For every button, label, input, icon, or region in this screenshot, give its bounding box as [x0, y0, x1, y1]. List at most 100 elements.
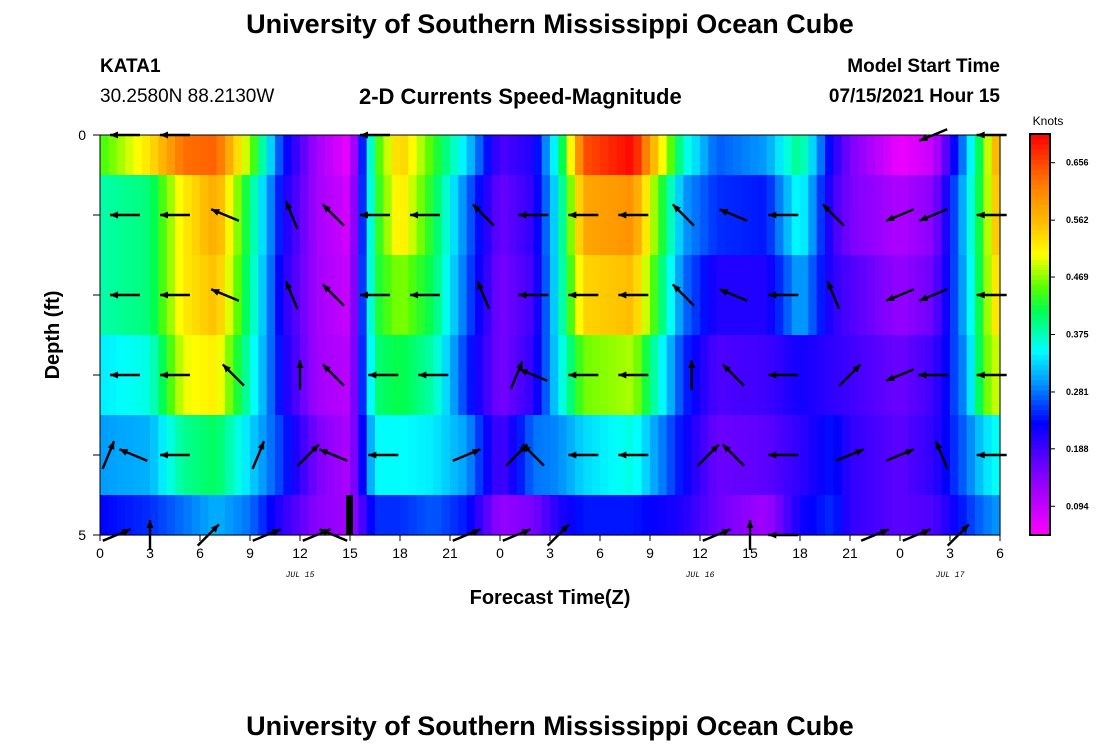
heatmap-cell	[891, 135, 901, 176]
heatmap-cell	[483, 495, 493, 536]
colorbar-swatch	[1030, 529, 1050, 536]
colorbar-swatch	[1030, 414, 1050, 421]
heatmap-cell	[766, 135, 776, 176]
heatmap-cell	[525, 335, 534, 416]
heatmap-cell	[241, 495, 251, 536]
current-arrow	[618, 451, 649, 459]
heatmap-cell	[958, 495, 968, 536]
heatmap-cell	[633, 135, 643, 176]
x-tick-label: 21	[442, 545, 458, 561]
heatmap-cell	[316, 135, 326, 176]
x-tick-label: 21	[842, 545, 858, 561]
heatmap-cell	[283, 495, 293, 536]
heatmap-cell	[141, 135, 151, 176]
footer-title: University of Southern Mississippi Ocean…	[246, 711, 854, 741]
current-arrow	[110, 291, 140, 299]
heatmap-cell	[300, 175, 309, 256]
heatmap-cell	[308, 415, 318, 496]
heatmap-cell	[741, 495, 751, 536]
heatmap-cell	[625, 135, 634, 176]
heatmap-cell	[191, 135, 201, 176]
heatmap-cell	[941, 415, 951, 496]
heatmap-cell	[250, 415, 259, 496]
heatmap-cell	[216, 415, 226, 496]
heatmap-cell	[800, 495, 809, 536]
heatmap-cell	[816, 415, 826, 496]
heatmap-cell	[908, 135, 918, 176]
heatmap-cell	[933, 415, 943, 496]
heatmap-cell	[433, 495, 443, 536]
current-arrow	[210, 288, 240, 302]
heatmap-cell	[608, 415, 618, 496]
heatmap-cell	[400, 415, 409, 496]
heatmap-cell	[500, 175, 509, 256]
heatmap-cell	[475, 175, 484, 256]
colorbar-swatch	[1030, 209, 1050, 215]
heatmap-cell	[208, 415, 218, 496]
heatmap-cell	[508, 495, 518, 536]
heatmap-cell	[758, 255, 768, 336]
heatmap-cell	[350, 335, 359, 416]
current-arrow	[885, 448, 915, 462]
heatmap-cell	[516, 415, 526, 496]
x-tick-label: 12	[292, 545, 308, 561]
x-tick-label: 9	[246, 545, 254, 561]
heatmap-cell	[200, 175, 209, 256]
heatmap-cell	[450, 175, 459, 256]
heatmap-cell	[950, 175, 959, 256]
heatmap-cell	[891, 175, 901, 256]
heatmap-cell	[191, 255, 201, 336]
station-coords: 30.2580N 88.2130W	[100, 86, 275, 107]
heatmap-cell	[566, 135, 576, 176]
colorbar-swatch	[1030, 429, 1050, 436]
heatmap-cell	[241, 135, 251, 176]
heatmap-cell	[850, 415, 859, 496]
heatmap-cell	[675, 135, 684, 176]
colorbar-swatch	[1030, 319, 1050, 326]
heatmap-cell	[316, 255, 326, 336]
heatmap-cell	[675, 335, 684, 416]
colorbar-swatch	[1030, 344, 1050, 351]
heatmap-cell	[350, 495, 359, 536]
heatmap-cell	[316, 335, 326, 416]
current-arrow	[976, 451, 1007, 459]
heatmap-cell	[758, 335, 768, 416]
colorbar-tick-label: 0.281	[1066, 387, 1089, 397]
heatmap-cell	[425, 135, 434, 176]
heatmap-cell	[500, 415, 509, 496]
heatmap-cell	[400, 255, 409, 336]
x-tick-label: 0	[496, 545, 504, 561]
heatmap-cell	[683, 495, 693, 536]
colorbar-swatch	[1030, 314, 1050, 321]
heatmap-cell	[600, 175, 609, 256]
heatmap-cell	[991, 495, 1001, 536]
heatmap-cell	[841, 135, 851, 176]
heatmap-cell	[558, 255, 568, 336]
heatmap-cell	[350, 135, 359, 176]
colorbar-swatch	[1030, 504, 1050, 511]
current-arrow	[721, 363, 745, 387]
heatmap-cell	[141, 175, 151, 256]
heatmap-cell	[466, 415, 476, 496]
heatmap-cell	[341, 135, 351, 176]
colorbar-swatch	[1030, 424, 1050, 431]
heatmap-cell	[700, 135, 709, 176]
heatmap-cell	[225, 415, 234, 496]
heatmap-cell	[708, 255, 718, 336]
heatmap-cell	[716, 175, 726, 256]
heatmap-cell	[450, 495, 459, 536]
heatmap-cell	[358, 415, 368, 496]
current-arrow	[321, 283, 345, 307]
heatmap-cell	[841, 495, 851, 536]
heatmap-cell	[583, 135, 593, 176]
colorbar-swatch	[1030, 179, 1050, 185]
heatmap-cell	[541, 335, 551, 416]
heatmap-cell	[858, 335, 868, 416]
current-arrow	[976, 211, 1007, 219]
heatmap-cell	[400, 495, 409, 536]
colorbar-swatch	[1030, 329, 1050, 336]
heatmap-cell	[175, 135, 184, 176]
current-arrow	[696, 443, 720, 467]
heatmap-cell	[291, 335, 301, 416]
heatmap-cell	[216, 255, 226, 336]
